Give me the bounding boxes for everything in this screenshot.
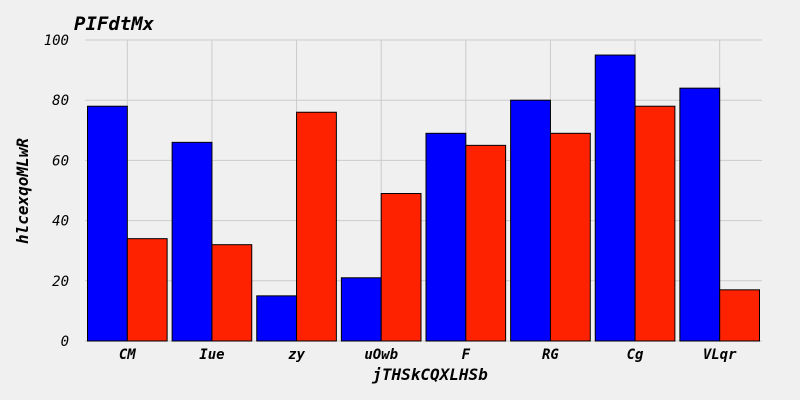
y-tick-label: 40 (52, 214, 69, 230)
y-tick-label: 100 (44, 33, 69, 49)
bar-series2-Cg (634, 105, 676, 342)
bar-series1-RG (510, 99, 551, 342)
bar-series1-uOwb (340, 277, 382, 342)
bar-series2-VLqr (719, 289, 760, 342)
x-tick-label: CM (119, 347, 136, 363)
bar-series2-F (465, 144, 507, 342)
bars (87, 54, 760, 342)
bar-series2-RG (549, 132, 591, 342)
bar-series2-CM (126, 238, 168, 342)
x-tick-label: Cg (627, 347, 644, 363)
bar-series1-VLqr (679, 87, 721, 342)
bar-series1-Iue (171, 141, 213, 342)
y-tick-label: 60 (52, 153, 69, 169)
bar-series2-Iue (211, 244, 253, 342)
x-tick-label: Iue (199, 347, 224, 363)
x-tick-label: F (462, 347, 471, 363)
y-axis-label: hlcexqoMLwR (13, 138, 32, 244)
bar-series1-F (425, 132, 467, 342)
y-tick-label: 80 (52, 93, 69, 109)
bar-series1-CM (87, 105, 128, 342)
chart-title: PIFdtMx (74, 13, 155, 35)
x-tick-labels: CM Iue zy uOwb F RG Cg VLqr (119, 347, 737, 363)
bar-series1-Cg (594, 54, 636, 342)
bar-series2-zy (296, 111, 337, 342)
y-tick-labels: 0 20 40 60 80 100 (44, 33, 69, 350)
bar-series2-uOwb (380, 193, 422, 342)
x-tick-label: zy (288, 347, 305, 363)
x-tick-label: RG (542, 347, 559, 363)
x-axis-label: jTHSkCQXLHSb (371, 365, 488, 384)
y-tick-label: 0 (61, 334, 69, 350)
bar-series1-zy (256, 295, 298, 342)
x-tick-label: VLqr (703, 347, 737, 363)
x-tick-label: uOwb (364, 347, 398, 363)
y-tick-label: 20 (52, 274, 69, 290)
